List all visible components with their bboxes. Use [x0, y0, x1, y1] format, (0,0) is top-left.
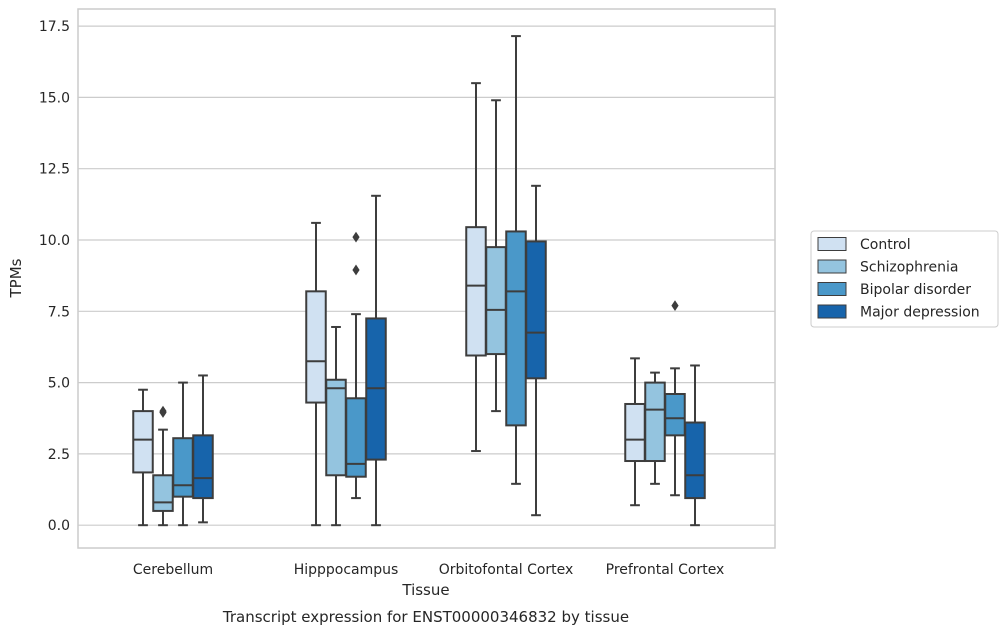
y-tick-label: 7.5 [48, 304, 70, 320]
chart-caption: Transcript expression for ENST0000034683… [222, 608, 629, 626]
y-axis-label: TPMs [7, 258, 25, 298]
box-body [305, 290, 327, 404]
y-tick-labels: 0.0 2.5 5.0 7.5 10.0 12.5 15.0 17.5 [39, 19, 70, 534]
box-schizophrenia [485, 99, 507, 413]
box-body [172, 437, 194, 498]
box-series [132, 35, 706, 527]
plot-frame [77, 8, 776, 549]
box-body [644, 381, 666, 463]
x-tick-label: Orbitofontal Cortex [439, 562, 574, 578]
box-major-depression [525, 184, 547, 517]
box-bipolar-disorder [664, 300, 686, 497]
box-body [624, 402, 646, 463]
outlier-point [159, 405, 167, 417]
legend-swatch [817, 259, 847, 274]
box-body [192, 434, 214, 500]
box-body [664, 393, 686, 437]
box-body [152, 474, 174, 512]
x-tick-label: Hipppocampus [294, 562, 399, 578]
box-schizophrenia [152, 405, 174, 527]
outlier-point [671, 300, 679, 311]
box-body [345, 397, 367, 478]
x-axis-label: Tissue [401, 581, 449, 599]
x-tick-labels: Cerebellum Hipppocampus Orbitofontal Corte… [133, 562, 724, 578]
box-control [465, 82, 487, 453]
box-body [684, 421, 706, 500]
legend-label: Control [860, 237, 911, 253]
y-tick-label: 12.5 [39, 162, 70, 178]
legend-frame [810, 230, 999, 328]
y-tick-label: 5.0 [48, 376, 70, 392]
legend-swatch [817, 282, 847, 296]
legend-label: Schizophrenia [860, 260, 958, 276]
box-body [325, 378, 347, 477]
x-tick-label: Cerebellum [133, 562, 213, 578]
box-body [465, 226, 487, 357]
box-bipolar-disorder [172, 381, 194, 527]
box-body [485, 246, 507, 356]
y-tick-label: 15.0 [39, 90, 70, 106]
legend-swatch [817, 237, 847, 251]
box-body [132, 410, 154, 474]
box-bipolar-disorder [345, 231, 367, 500]
box-control [132, 388, 154, 527]
box-control [624, 357, 646, 507]
box-body [525, 240, 547, 380]
outlier-point [352, 231, 360, 243]
box-schizophrenia [325, 325, 347, 527]
box-control [305, 221, 327, 527]
outlier-point [352, 264, 360, 276]
box-bipolar-disorder [505, 35, 527, 485]
box-major-depression [192, 374, 214, 524]
legend-label: Bipolar disorder [860, 282, 971, 298]
y-tick-label: 10.0 [39, 233, 70, 249]
y-tick-label: 0.0 [48, 518, 70, 534]
x-tick-label: Prefrontal Cortex [606, 562, 725, 578]
legend: Control Schizophrenia Bipolar disorder Majo… [810, 230, 999, 328]
box-schizophrenia [644, 371, 666, 485]
box-body [505, 230, 527, 427]
box-major-depression [365, 194, 387, 527]
y-tick-label: 17.5 [39, 19, 70, 35]
legend-label: Major depression [860, 305, 980, 321]
box-major-depression [684, 364, 706, 527]
legend-swatch [817, 304, 847, 319]
y-tick-label: 2.5 [48, 447, 70, 463]
